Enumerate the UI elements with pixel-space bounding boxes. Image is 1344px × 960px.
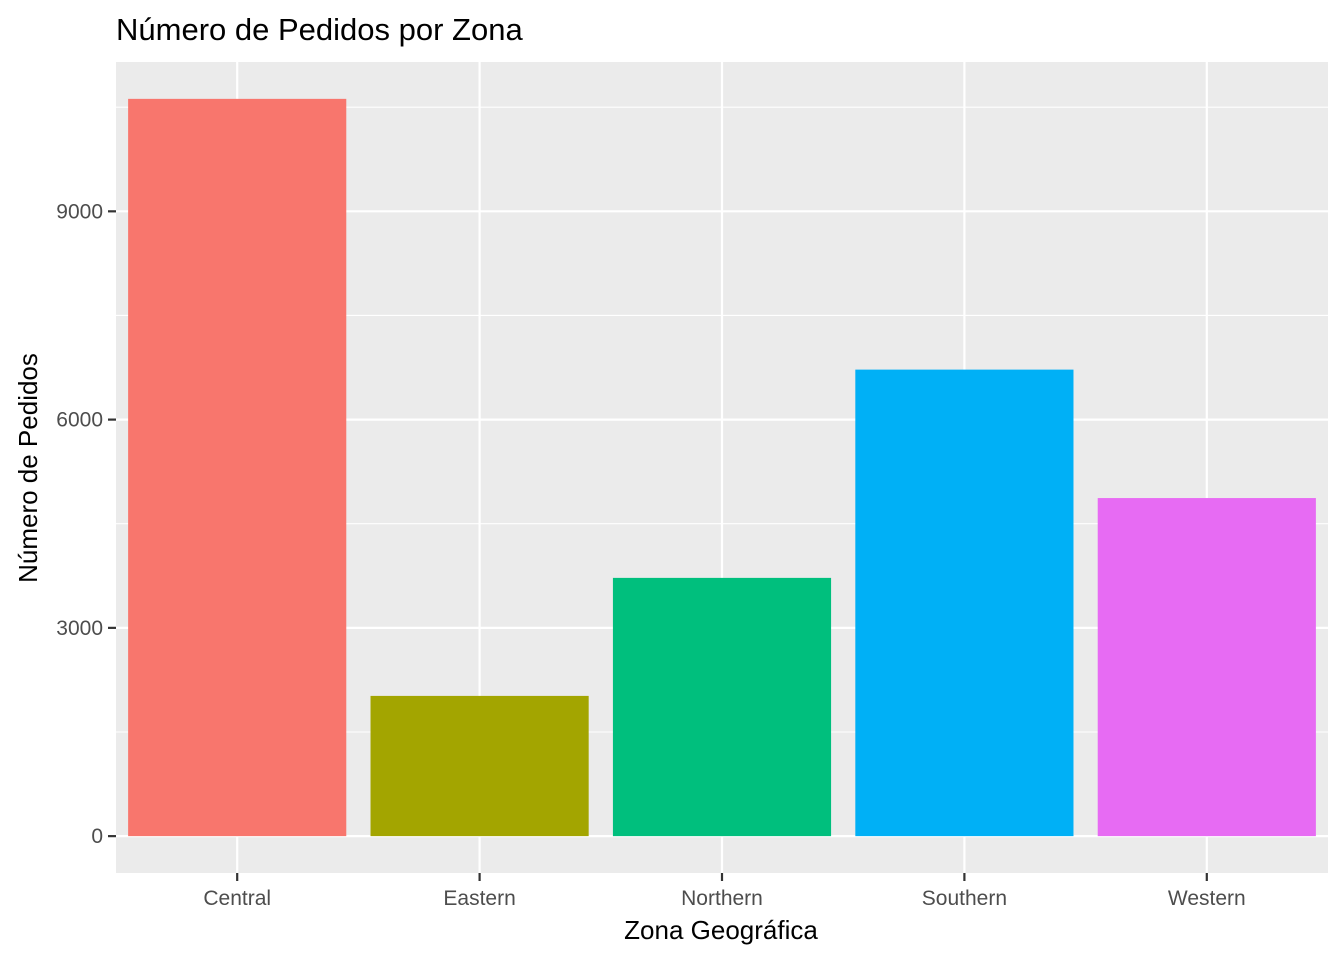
x-tick-label: Central — [203, 887, 271, 910]
y-tick-label: 9000 — [56, 200, 103, 223]
x-axis-title: Zona Geográfica — [624, 915, 818, 945]
y-tick-label: 6000 — [56, 409, 103, 432]
x-tick-label: Western — [1168, 887, 1246, 910]
y-axis: 0 3000 6000 9000 — [56, 200, 116, 848]
y-tick-label: 0 — [91, 825, 103, 848]
bar-central — [128, 98, 347, 837]
bar-southern — [855, 369, 1074, 837]
y-tick-label: 3000 — [56, 617, 103, 640]
bars — [128, 98, 1316, 837]
x-tick-label: Eastern — [443, 887, 515, 910]
x-tick-label: Southern — [922, 887, 1007, 910]
chart-title: Número de Pedidos por Zona — [116, 12, 523, 47]
x-tick-label: Northern — [681, 887, 763, 910]
bar-western — [1097, 498, 1316, 837]
bar-northern — [612, 577, 832, 837]
bar-eastern — [370, 695, 589, 837]
y-axis-title: Número de Pedidos — [13, 353, 43, 583]
x-axis: Central Eastern Northern Southern Western — [203, 873, 1246, 910]
